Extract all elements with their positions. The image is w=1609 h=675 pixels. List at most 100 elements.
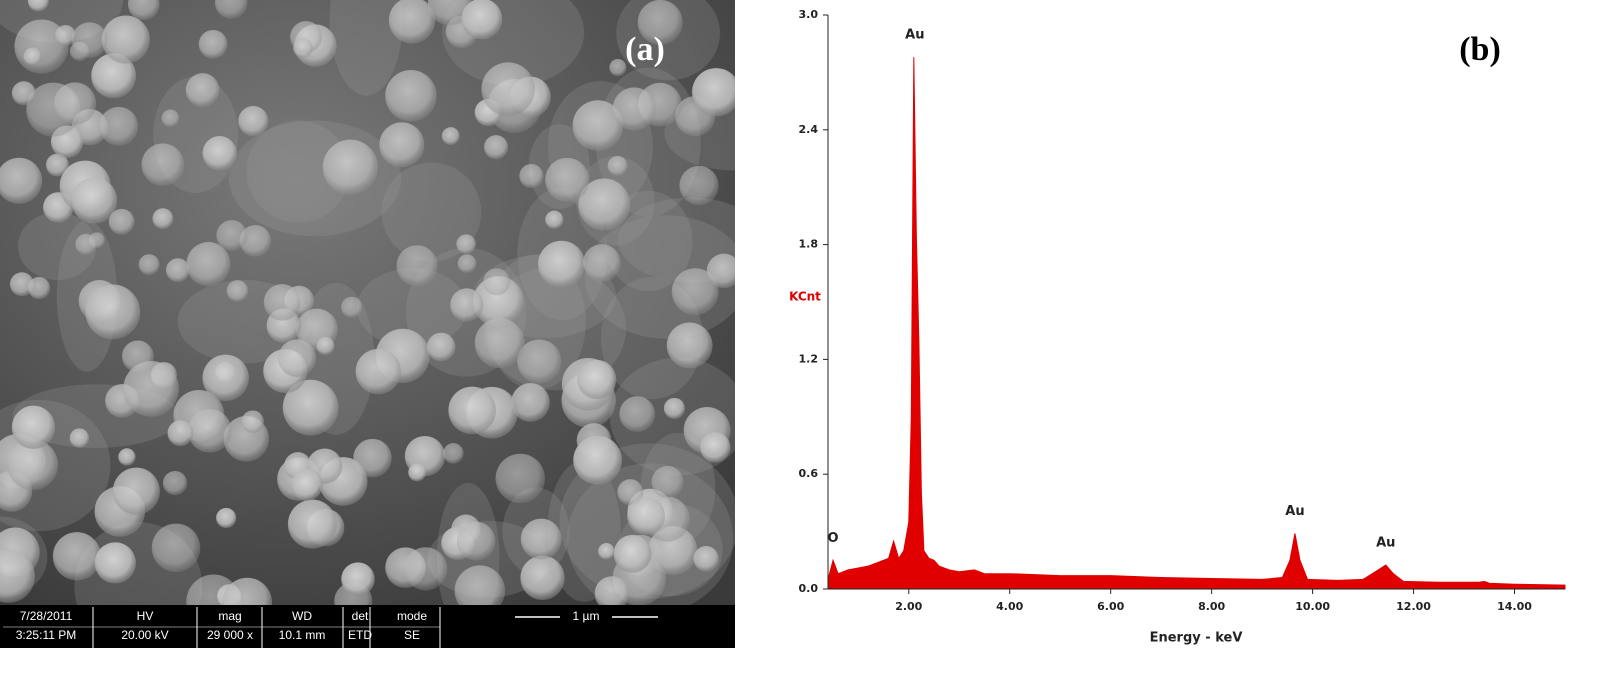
particle [278, 339, 317, 378]
particle [441, 127, 460, 145]
particle [216, 507, 237, 529]
particle [239, 225, 272, 257]
particle [112, 467, 160, 515]
particle [443, 443, 464, 464]
panel-label: (b) [1459, 31, 1501, 68]
particle [52, 532, 102, 581]
particle [517, 339, 562, 384]
particle [594, 576, 630, 605]
info-cells: 7/28/2011 3:25:11 PM HV 20.00 kV mag 29 000 x… [3, 607, 658, 648]
particle [427, 0, 472, 26]
particle [141, 143, 185, 187]
particle [11, 405, 56, 449]
particle [287, 499, 337, 549]
y-axis-label: KCnt [789, 290, 821, 304]
particle [385, 70, 437, 122]
info-bar [0, 605, 735, 648]
haze [246, 120, 350, 223]
particle [108, 208, 135, 235]
x-tick-label: 10.00 [1295, 600, 1330, 613]
particle [520, 518, 562, 560]
info-text: SE [404, 628, 420, 642]
particle [700, 432, 731, 463]
particle [9, 272, 34, 297]
particle [165, 258, 190, 283]
particle [692, 68, 735, 117]
particle [202, 354, 249, 402]
particle [198, 29, 228, 59]
particle [612, 87, 656, 131]
panel-label: (a) [625, 31, 665, 68]
particle [45, 153, 69, 177]
particle [663, 397, 685, 419]
particle [545, 210, 564, 229]
particle [679, 165, 719, 206]
y-tick-label: 2.4 [799, 123, 819, 136]
particle [53, 82, 97, 125]
particle [101, 15, 150, 64]
particle [671, 268, 719, 316]
particle [519, 163, 544, 189]
particle [483, 268, 511, 296]
info-text: HV [137, 609, 154, 623]
particle [456, 521, 496, 561]
particle [263, 283, 301, 321]
particle [290, 468, 323, 501]
particle [0, 549, 35, 603]
particle [152, 208, 174, 229]
info-text: 10.1 mm [279, 628, 326, 642]
particle [637, 0, 683, 45]
particle [23, 47, 42, 66]
x-tick-label: 14.00 [1497, 600, 1532, 613]
particle [341, 296, 363, 318]
particle [619, 396, 656, 432]
particle [448, 386, 496, 435]
x-tick-label: 2.00 [895, 600, 922, 613]
particle [216, 220, 248, 251]
haze [381, 162, 482, 262]
eds-chart: (b) KCnt Energy - keV 0.0 0.6 1.2 1.8 2.4 3.0… [789, 8, 1566, 646]
x-tick-label: 6.00 [1097, 600, 1124, 613]
info-text: 29 000 x [207, 628, 253, 642]
particle [573, 435, 623, 485]
particle [226, 280, 249, 302]
particle [461, 0, 503, 40]
particle [99, 106, 139, 146]
peak-label: Au [1285, 504, 1304, 519]
y-tick-label: 0.6 [799, 467, 819, 480]
info-text: ETD [348, 628, 372, 642]
particle [69, 428, 90, 448]
particle [27, 276, 51, 300]
y-tick-label: 1.8 [799, 238, 819, 251]
particle [495, 453, 545, 504]
particle [693, 545, 719, 572]
info-text: WD [292, 609, 312, 623]
x-tick-label: 4.00 [996, 600, 1023, 613]
particle [316, 336, 335, 355]
y-tick-label: 1.2 [799, 352, 819, 365]
particle [162, 470, 188, 496]
particle [85, 284, 141, 340]
particle [222, 577, 273, 605]
particle [481, 62, 535, 116]
particle [454, 565, 506, 605]
particle [607, 155, 628, 176]
particle [706, 253, 735, 289]
particle [627, 496, 666, 535]
particle [457, 254, 477, 273]
peak-label: O [828, 531, 839, 546]
particle [545, 157, 590, 202]
x-tick-label: 12.00 [1396, 600, 1431, 613]
info-text: det [352, 609, 369, 623]
particle [651, 465, 684, 499]
haze [17, 212, 97, 281]
particle [578, 178, 631, 231]
info-text: mag [218, 609, 241, 623]
haze [329, 0, 403, 96]
particle [187, 408, 232, 453]
particle [613, 534, 652, 573]
particle [161, 109, 180, 128]
particle [282, 379, 339, 436]
particle [484, 135, 509, 160]
